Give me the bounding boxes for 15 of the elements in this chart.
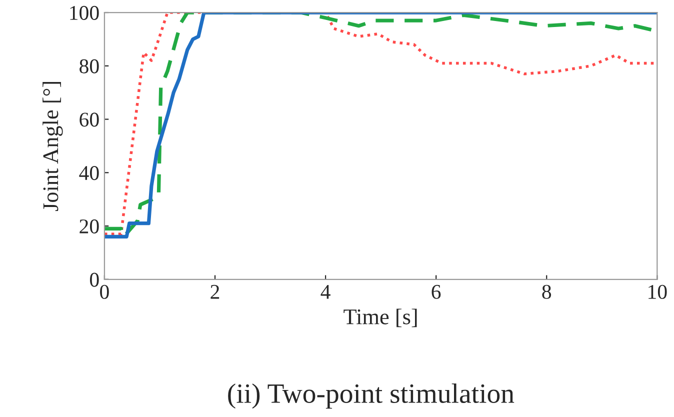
x-tick-label: 8 bbox=[542, 284, 552, 299]
x-tick-label: 0 bbox=[100, 284, 109, 299]
y-tick-label: 0 bbox=[90, 272, 99, 287]
x-tick-label: 2 bbox=[210, 284, 220, 299]
y-axis-title: Joint Angle [°] bbox=[42, 82, 63, 212]
x-tick-label: 6 bbox=[432, 284, 441, 299]
y-tick-label: 20 bbox=[80, 219, 99, 234]
x-tick-label: 4 bbox=[320, 284, 330, 299]
x-tick-label: 10 bbox=[648, 284, 667, 299]
y-tick-label: 100 bbox=[70, 6, 99, 20]
text: (ii) Two-point stimulation bbox=[228, 383, 514, 409]
x-axis-title: Time [s] bbox=[344, 308, 417, 328]
y-tick-label: 40 bbox=[79, 166, 99, 180]
y-tick-label: 80 bbox=[80, 59, 99, 74]
y-tick-label: 60 bbox=[80, 112, 99, 127]
